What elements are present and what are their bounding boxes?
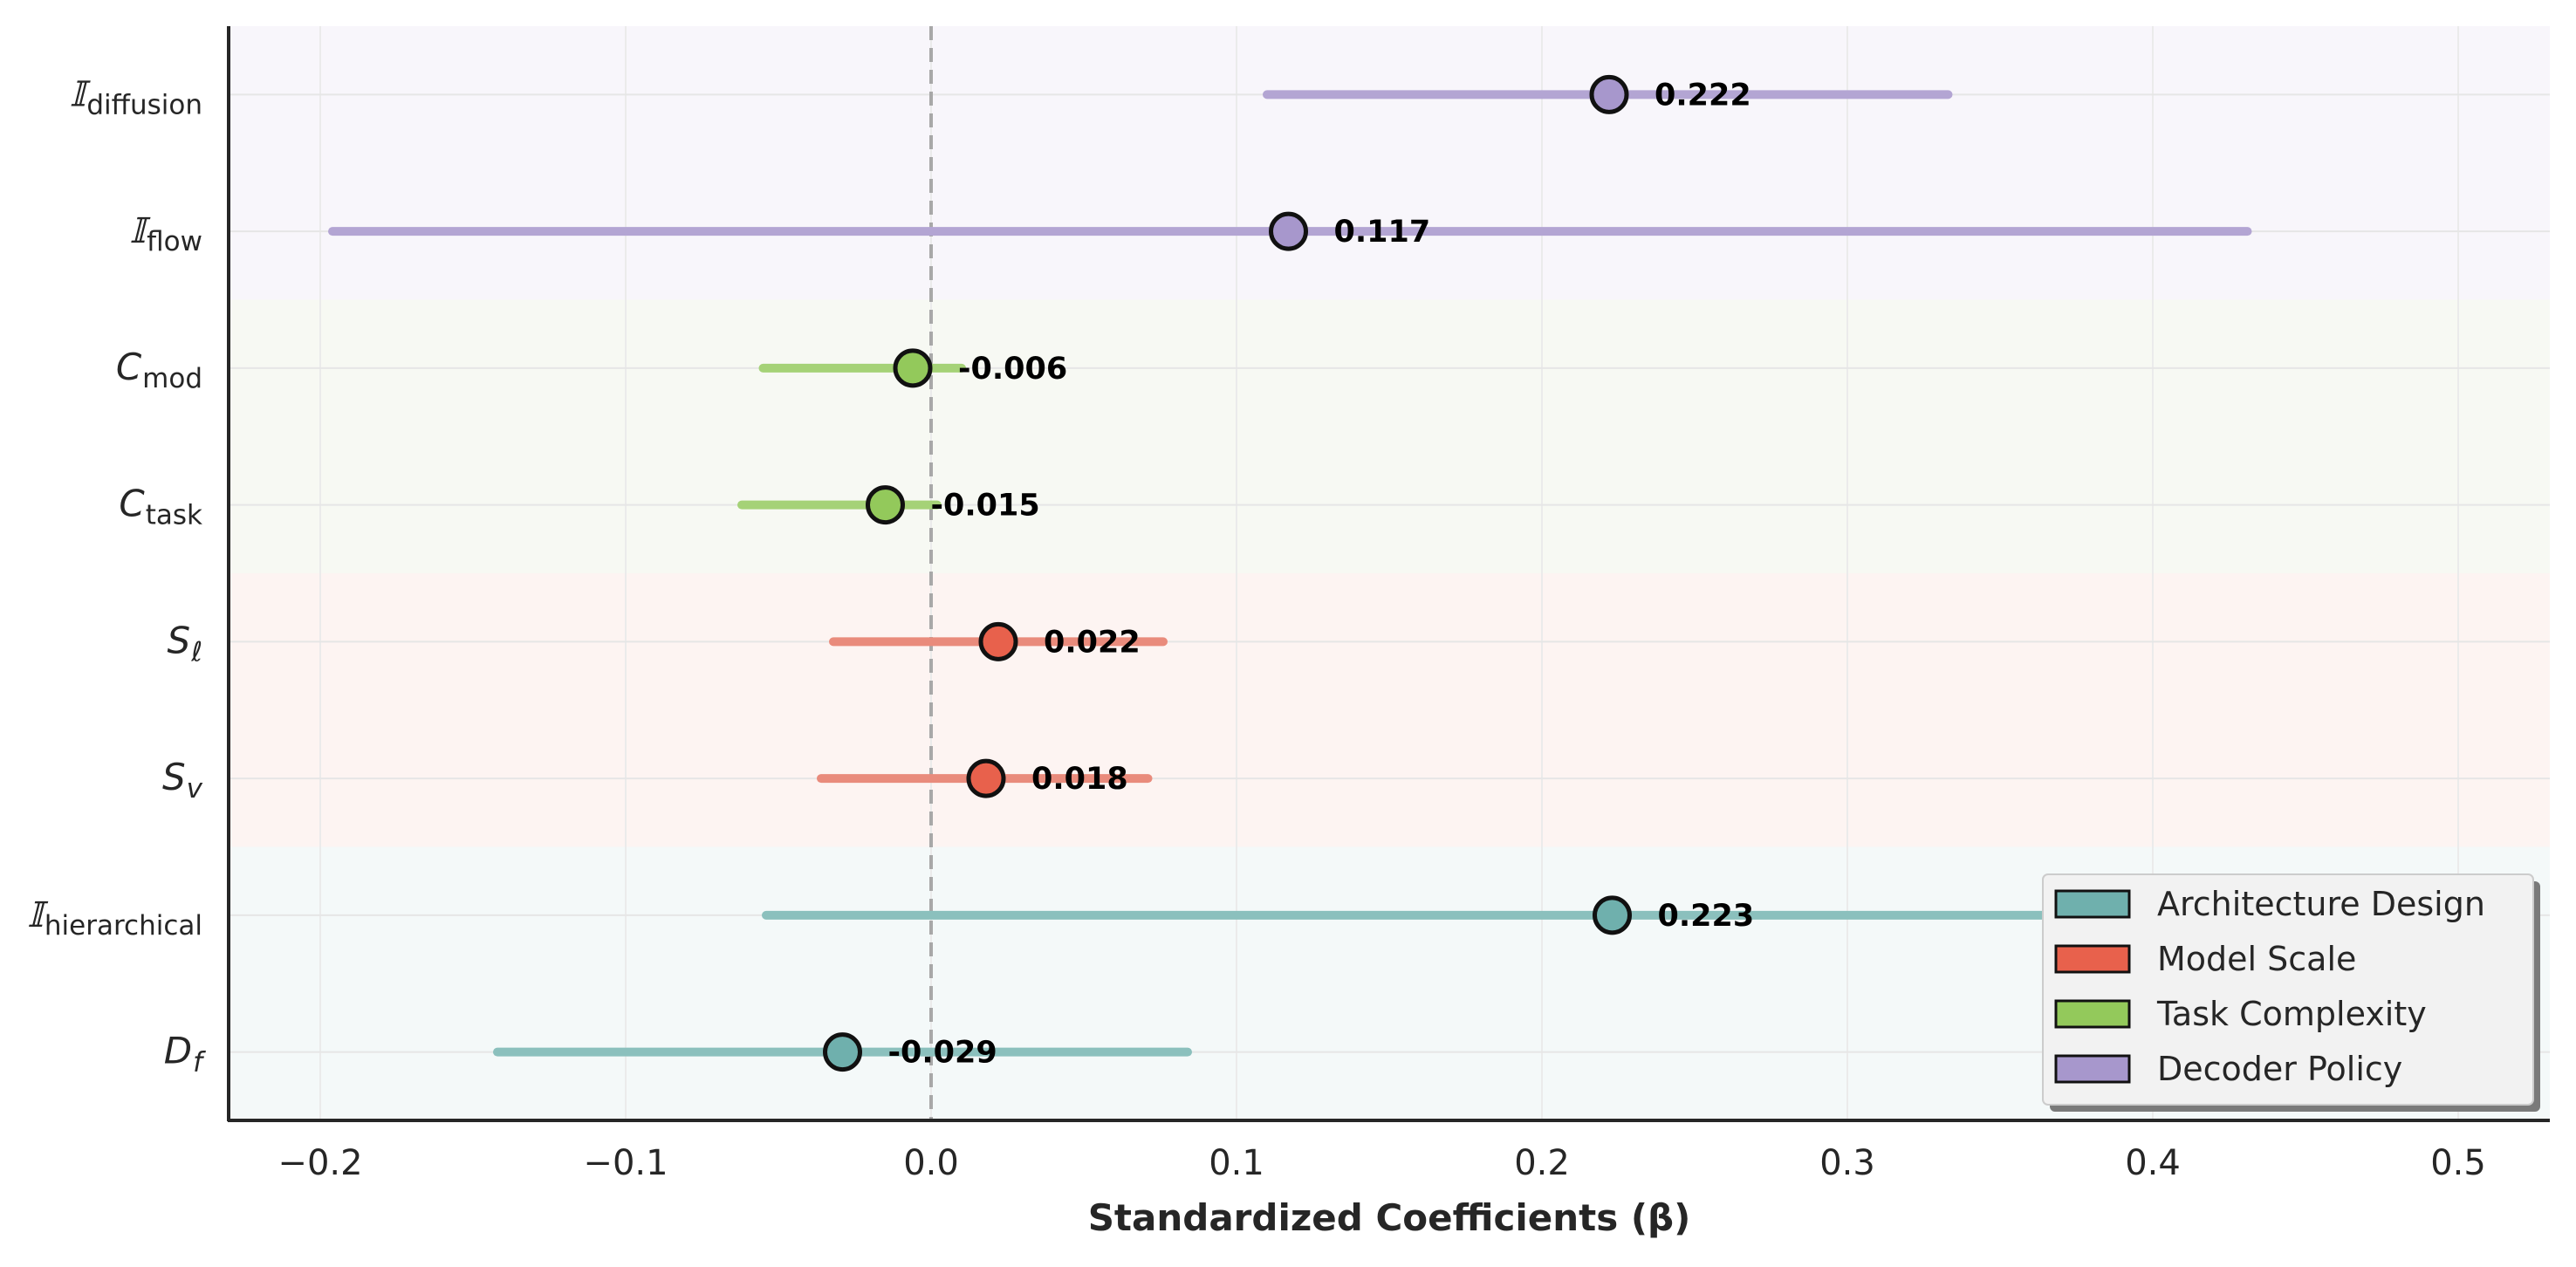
x-axis-label: Standardized Coefficients (β) (1088, 1196, 1691, 1239)
legend: Architecture Design Model Scale Task Compl… (2042, 873, 2540, 1112)
y-tick-labels: 𝕀diffusion 𝕀flow Cmod Ctask Sℓ Sv 𝕀hierarchica… (27, 74, 206, 1078)
point-sv (966, 758, 1006, 798)
x-tick-labels: −0.2 −0.1 0.0 0.1 0.2 0.3 0.4 0.5 (277, 1143, 2485, 1183)
axes (227, 26, 2550, 1122)
y-label-flow: 𝕀flow (129, 211, 202, 257)
value-label-ctask: -0.015 (931, 489, 1040, 524)
value-label-sv: 0.018 (1031, 762, 1128, 797)
legend-swatch (2054, 889, 2131, 919)
y-label-sl: Sℓ (168, 619, 202, 668)
value-label-hier: 0.223 (1658, 899, 1755, 934)
y-label-df: Df (164, 1030, 206, 1079)
point-diffusion (1589, 74, 1629, 114)
band-task-complexity (229, 299, 2550, 573)
point-df (823, 1032, 862, 1072)
band-model-scale (229, 573, 2550, 847)
x-tick-label: 0.2 (1514, 1143, 1570, 1183)
value-label-flow: 0.117 (1334, 215, 1431, 250)
legend-label: Architecture Design (2157, 885, 2485, 923)
legend-label: Decoder Policy (2157, 1050, 2402, 1088)
x-tick-label: 0.5 (2430, 1143, 2486, 1183)
point-flow (1269, 211, 1308, 251)
value-label-cmod: -0.006 (958, 352, 1067, 387)
value-labels: 0.222 0.117 -0.006 -0.015 0.022 0.018 0.223 -0.… (888, 78, 1755, 1070)
y-label-diffusion: 𝕀diffusion (70, 74, 202, 120)
x-tick-label: 0.3 (1819, 1143, 1875, 1183)
legend-label: Model Scale (2157, 940, 2356, 978)
x-tick-label: 0.0 (903, 1143, 959, 1183)
x-tick-label: −0.1 (583, 1143, 668, 1183)
point-cmod (893, 348, 933, 388)
y-label-ctask: Ctask (119, 483, 202, 531)
y-label-cmod: Cmod (116, 346, 202, 394)
point-sl (978, 621, 1018, 661)
legend-swatch (2054, 1054, 2131, 1084)
value-label-df: -0.029 (888, 1036, 997, 1071)
y-label-hier: 𝕀hierarchical (27, 895, 202, 942)
legend-frame (2042, 873, 2534, 1106)
value-label-sl: 0.022 (1044, 625, 1141, 660)
point-hier (1593, 895, 1632, 935)
x-tick-label: −0.2 (277, 1143, 362, 1183)
legend-swatch (2054, 944, 2131, 974)
legend-label: Task Complexity (2156, 995, 2427, 1033)
x-tick-label: 0.1 (1209, 1143, 1264, 1183)
legend-swatch (2054, 999, 2131, 1029)
x-tick-label: 0.4 (2125, 1143, 2181, 1183)
y-label-sv: Sv (162, 756, 203, 805)
value-label-diffusion: 0.222 (1655, 78, 1751, 113)
band-decoder-policy (229, 26, 2550, 300)
point-ctask (866, 485, 905, 525)
coefficient-points (823, 74, 1632, 1072)
